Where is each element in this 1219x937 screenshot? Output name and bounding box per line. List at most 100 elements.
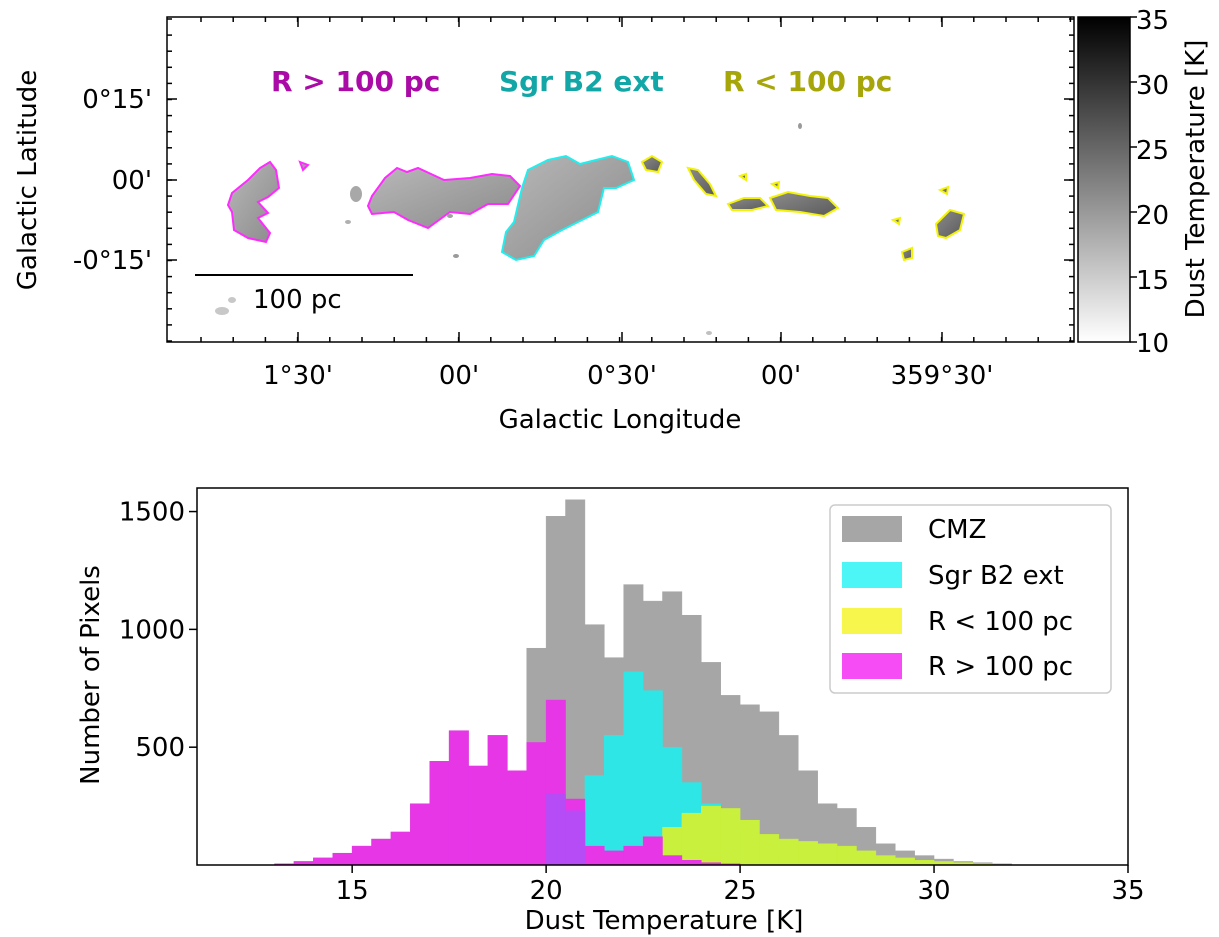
legend-label-inner: R < 100 pc xyxy=(928,607,1073,637)
histogram-bars xyxy=(274,499,1012,866)
histogram-tick-labels: 15 20 25 30 35 500 1000 1500 xyxy=(119,498,1145,906)
inner-bar xyxy=(720,808,741,866)
outer-bar xyxy=(642,836,663,866)
cloud-inner-8 xyxy=(769,180,781,190)
map-x-tick-label: 0°30' xyxy=(587,361,657,391)
map-x-tick-label: 00' xyxy=(439,361,479,391)
cloud-inner-5 xyxy=(934,208,966,240)
histogram-ticks xyxy=(189,510,1129,873)
histogram-y-tick-label: 1500 xyxy=(119,498,185,528)
colorbar-gradient xyxy=(1077,16,1131,343)
map-x-axis-label: Galactic Longitude xyxy=(499,405,742,435)
inner-bar xyxy=(798,841,818,866)
colorbar-tick-label: 20 xyxy=(1136,201,1169,231)
inner-bar xyxy=(759,834,780,866)
speck xyxy=(798,123,802,129)
map-y-axis-label: Galactic Latitude xyxy=(13,70,43,291)
histogram-panel: 15 20 25 30 35 500 1000 1500 Dust Temperature [… xyxy=(76,487,1145,936)
cloud-outer-2 xyxy=(366,166,522,230)
sgrb2-bar xyxy=(604,735,624,866)
outer-bar xyxy=(371,838,392,866)
cloud-inner-4 xyxy=(768,190,840,218)
colorbar: 35 30 25 20 15 10 Dust Temperature [K] xyxy=(1077,6,1211,359)
cloud-sgrb2 xyxy=(500,154,636,262)
cloud-inner-10 xyxy=(890,216,902,226)
region-label-outer: R > 100 pc xyxy=(271,65,440,98)
colorbar-tick-label: 30 xyxy=(1136,71,1169,101)
histogram-x-tick-label: 20 xyxy=(530,876,563,906)
legend-label-outer: R > 100 pc xyxy=(928,652,1073,682)
outer-bar xyxy=(468,765,489,866)
legend-swatch-sgrb2 xyxy=(842,562,902,588)
histogram-border xyxy=(196,487,1129,866)
cloud-inner-6 xyxy=(900,246,913,262)
cloud-inner-2 xyxy=(686,166,718,198)
inner-bar xyxy=(681,812,702,866)
legend: CMZ Sgr B2 ext R < 100 pc R > 100 pc xyxy=(829,504,1112,694)
colorbar-tick-label: 15 xyxy=(1136,266,1169,296)
cloud-outer-1 xyxy=(226,160,281,244)
map-y-tick-label: 00' xyxy=(112,166,152,196)
cloud-outer-3 xyxy=(298,160,310,172)
stray-clouds xyxy=(215,123,802,335)
cloud-inner-1 xyxy=(640,154,664,174)
inner-bar xyxy=(875,855,896,866)
legend-swatch-outer xyxy=(842,653,902,679)
outer-bar xyxy=(313,857,334,866)
colorbar-tick-label: 35 xyxy=(1136,6,1169,36)
outer-bar xyxy=(507,770,527,866)
map-panel: R > 100 pc Sgr B2 ext R < 100 pc 100 pc … xyxy=(13,6,1211,435)
legend-label-cmz: CMZ xyxy=(928,515,986,545)
speck xyxy=(350,186,362,202)
map-x-tick-label: 359°30' xyxy=(891,361,994,391)
sgrb2-region-cloud xyxy=(500,154,636,262)
sgrb2-bar xyxy=(623,671,644,866)
scale-bar-label: 100 pc xyxy=(253,285,342,315)
cloud-inner-3 xyxy=(726,197,770,211)
overlap-bar xyxy=(565,810,586,866)
inner-bar xyxy=(836,845,857,866)
histogram-x-tick-label: 25 xyxy=(724,876,757,906)
legend-swatch-cmz xyxy=(842,516,902,542)
map-x-tick-label: 1°30' xyxy=(263,361,333,391)
map-y-tick-label: 0°15' xyxy=(82,85,152,115)
speck xyxy=(453,254,459,258)
overlap-bar xyxy=(545,794,566,866)
histogram-x-tick-label: 35 xyxy=(1111,876,1144,906)
histogram-y-axis-label: Number of Pixels xyxy=(76,565,106,785)
outer-bar xyxy=(390,831,411,866)
colorbar-tick-label: 25 xyxy=(1136,136,1169,166)
inner-bar xyxy=(817,843,838,866)
region-label-inner: R < 100 pc xyxy=(723,65,892,98)
legend-swatch-inner xyxy=(842,608,902,634)
outer-bar xyxy=(526,742,547,866)
colorbar-tick-label: 10 xyxy=(1136,329,1169,359)
map-ticks xyxy=(167,17,1074,342)
outer-bar xyxy=(429,761,450,866)
speck xyxy=(215,307,229,315)
outer-bar xyxy=(410,803,430,866)
speck xyxy=(706,331,712,335)
cloud-inner-7 xyxy=(937,185,950,196)
inner-bar xyxy=(778,838,799,866)
speck xyxy=(345,220,351,224)
inner-region-clouds xyxy=(640,154,966,262)
legend-box xyxy=(829,504,1112,694)
histogram-y-tick-label: 1000 xyxy=(119,615,185,645)
inner-bar xyxy=(739,819,760,866)
outer-bar xyxy=(351,845,372,866)
map-y-tick-label: -0°15' xyxy=(73,246,152,276)
speck xyxy=(228,297,236,303)
colorbar-label: Dust Temperature [K] xyxy=(1181,40,1211,319)
outer-bar xyxy=(584,845,605,866)
outer-bar xyxy=(332,852,353,866)
outer-bar xyxy=(448,730,469,866)
inner-bar xyxy=(856,850,877,866)
outer-bar xyxy=(604,850,624,866)
histogram-x-axis-label: Dust Temperature [K] xyxy=(525,906,804,936)
inner-bar xyxy=(701,805,721,866)
legend-label-sgrb2: Sgr B2 ext xyxy=(928,561,1064,591)
outer-bar xyxy=(487,735,508,866)
histogram-x-tick-label: 15 xyxy=(336,876,369,906)
